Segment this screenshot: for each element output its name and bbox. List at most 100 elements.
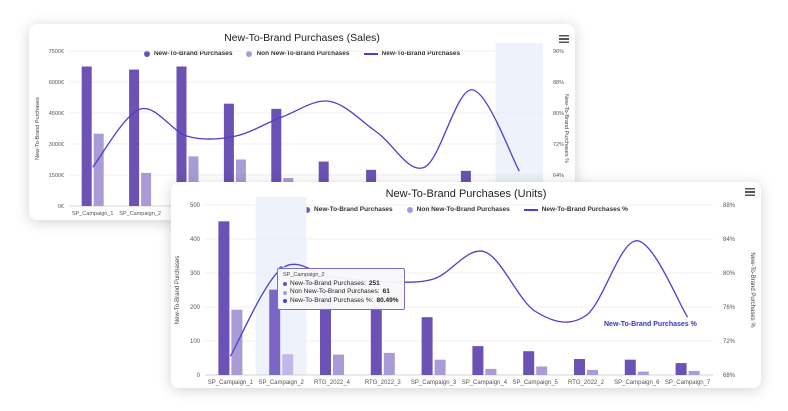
legend-label: New-To-Brand Purchases % (541, 206, 628, 213)
tooltip-value: 61 (382, 288, 390, 296)
bar-non-ntb (434, 359, 446, 375)
tooltip-label: New-To-Brand Purchases: (290, 279, 366, 287)
bar-ntb (370, 305, 382, 375)
bar-ntb (271, 108, 282, 206)
legend-label: Non New-To-Brand Purchases (416, 206, 510, 213)
tooltip-dot-icon (283, 290, 287, 295)
tooltip-row: New-To-Brand Purchases: 251 (283, 280, 399, 289)
bar-ntb (574, 359, 585, 375)
bar-non-ntb (383, 352, 395, 375)
x-tick-label: SP_Campaign_1 (72, 211, 114, 217)
bar-non-ntb (536, 366, 548, 375)
y2-tick-label: 72% (723, 339, 736, 345)
x-tick-label: SP_Campaign_4 (462, 380, 508, 386)
bar-ntb (523, 351, 535, 375)
hamburger-menu-icon[interactable] (559, 35, 569, 43)
y-tick-label: 400 (190, 237, 201, 243)
x-tick-label: SP_Campaign_7 (665, 380, 711, 386)
x-tick-label: SP_Campaign_5 (513, 380, 559, 386)
legend-swatch-icon (143, 50, 150, 57)
tooltip-row: New-To-Brand Purchases %: 80.49% (283, 297, 399, 306)
bar-non-ntb (688, 370, 700, 375)
bar-ntb (129, 69, 140, 206)
y2-tick-label: 96% (553, 49, 564, 55)
bar-ntb (320, 297, 331, 375)
legend-line-icon (523, 208, 538, 211)
x-tick-label: SP_Campaign_6 (614, 380, 660, 386)
bar-ntb (421, 317, 433, 375)
legend-swatch-icon (304, 206, 311, 213)
chart-legend: New-To-Brand Purchases Non New-To-Brand … (29, 50, 575, 57)
legend-item-ntb-pct[interactable]: New-To-Brand Purchases (363, 50, 461, 57)
bar-ntb (81, 66, 92, 206)
x-tick-label: SP_Campaign_2 (119, 211, 161, 217)
bar-non-ntb (93, 133, 104, 206)
tooltip-value: 251 (368, 279, 380, 287)
y2-axis-title: New-To-Brand Purchases % (749, 252, 755, 328)
legend-item-ntb[interactable]: New-To-Brand Purchases (143, 50, 232, 57)
y-tick-label: 7500€ (49, 49, 64, 55)
legend-item-ntb[interactable]: New-To-Brand Purchases (304, 206, 393, 213)
legend-swatch-icon (246, 50, 253, 57)
y2-tick-label: 76% (723, 305, 736, 311)
bar-non-ntb (587, 369, 598, 375)
x-tick-label: RTG_2022_4 (314, 380, 351, 386)
y-axis-title: New-To-Brand Purchases (175, 256, 181, 324)
chart-tooltip: SP_Campaign_2 New-To-Brand Purchases: 25… (277, 268, 405, 310)
chart-title: New-To-Brand Purchases (Units) (385, 188, 547, 200)
bar-non-ntb (188, 156, 199, 206)
y-tick-label: 200 (190, 305, 201, 311)
bar-non-ntb (282, 354, 294, 375)
bar-ntb (269, 289, 281, 375)
bar-ntb (176, 66, 187, 206)
bar-ntb (624, 359, 636, 375)
bar-ntb (472, 346, 484, 375)
y2-tick-label: 88% (553, 80, 564, 86)
legend-label: New-To-Brand Purchases (314, 206, 393, 213)
legend-item-ntb-pct[interactable]: New-To-Brand Purchases % (523, 206, 628, 213)
y-tick-label: 100 (190, 339, 201, 345)
hamburger-menu-icon[interactable] (745, 188, 755, 196)
units-chart-plot: 0 100 200 300 400 500 68% 72% 76% 80% 84% 88% SP_Cam… (175, 197, 755, 386)
bar-non-ntb (333, 354, 344, 375)
bar-ntb (675, 363, 687, 375)
tooltip-value: 80.49% (376, 297, 399, 305)
tooltip-title: SP_Campaign_2 (283, 272, 325, 278)
legend-item-non-ntb[interactable]: Non New-To-Brand Purchases (246, 50, 350, 57)
tooltip-row: Non New-To-Brand Purchases: 61 (283, 288, 399, 297)
y-tick-label: 0 (197, 373, 201, 379)
tooltip-label: Non New-To-Brand Purchases: (290, 288, 380, 296)
y2-axis-title: New-To-Brand Purchases % (563, 94, 569, 163)
highlight-band (495, 43, 543, 206)
y2-tick-label: 84% (723, 237, 736, 243)
chart-title: New-To-Brand Purchases (Sales) (224, 32, 380, 44)
y2-tick-label: 80% (723, 271, 736, 277)
y2-tick-label: 88% (723, 203, 736, 209)
legend-line-icon (363, 52, 378, 55)
series-annotation: New-To-Brand Purchases % (604, 321, 697, 328)
bar-non-ntb (485, 368, 497, 375)
legend-label: Non New-To-Brand Purchases (256, 50, 350, 57)
legend-item-non-ntb[interactable]: Non New-To-Brand Purchases (406, 206, 510, 213)
tooltip-dot-icon (283, 282, 287, 287)
x-tick-label: RTG_2022_2 (568, 380, 605, 386)
y-tick-label: 6000€ (49, 80, 64, 86)
tooltip-dot-icon (283, 299, 287, 304)
y2-tick-label: 72% (553, 142, 564, 148)
x-tick-label: SP_Campaign_1 (208, 380, 254, 386)
y2-tick-label: 64% (553, 173, 564, 179)
y2-tick-label: 80% (553, 111, 564, 117)
x-tick-label: RTG_2022_3 (365, 380, 402, 386)
y-tick-label: 0€ (58, 204, 64, 210)
bar-ntb (223, 103, 234, 206)
y-tick-label: 3000€ (49, 142, 64, 148)
x-tick-label: SP_Campaign_3 (411, 380, 457, 386)
legend-label: New-To-Brand Purchases (381, 50, 461, 57)
y-tick-label: 300 (190, 271, 201, 277)
line-ntb-pct (229, 240, 689, 357)
legend-swatch-icon (406, 206, 413, 213)
y-tick-label: 500 (190, 203, 201, 209)
tooltip-label: New-To-Brand Purchases %: (290, 297, 374, 305)
bar-non-ntb (637, 371, 649, 375)
x-tick-label: SP_Campaign_2 (259, 380, 305, 386)
